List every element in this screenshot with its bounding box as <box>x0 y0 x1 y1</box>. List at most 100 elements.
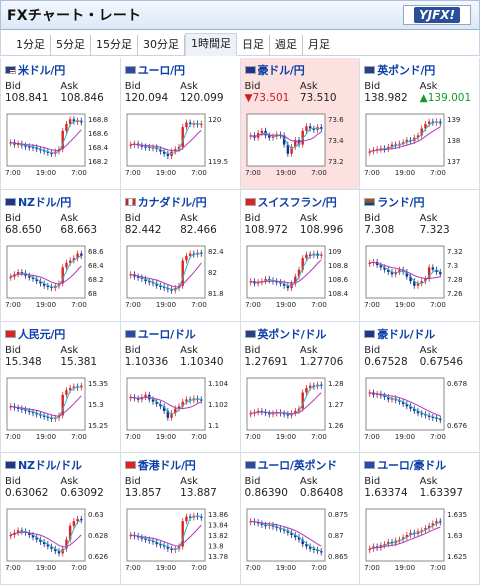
mini-chart[interactable]: 68.6 68.4 68.2 68 7:00 19:00 7:00 <box>5 244 113 310</box>
pair-title[interactable]: NZドル/ドル <box>5 458 116 472</box>
tab-5[interactable]: 日足 <box>237 35 270 56</box>
x-tick-label: 19:00 <box>156 301 176 309</box>
rate-card[interactable]: カナダドル/円 Bid Ask 82.442 82.466 82.4 82 81.8 7:00 1… <box>120 189 241 322</box>
pair-title[interactable]: 香港ドル/円 <box>124 458 236 472</box>
rate-card[interactable]: ユーロ/豪ドル Bid Ask 1.63374 1.63397 1.635 1.63 1.62… <box>360 453 480 585</box>
mini-chart[interactable]: 0.875 0.87 0.865 7:00 19:00 7:00 <box>245 507 353 573</box>
mini-chart[interactable]: 139 138 137 7:00 19:00 7:00 <box>364 112 472 178</box>
candle <box>68 260 72 263</box>
tab-0[interactable]: 1分足 <box>11 35 51 56</box>
candle <box>129 274 132 276</box>
mini-chart[interactable]: 120 119.5 7:00 19:00 7:00 <box>125 112 233 178</box>
mini-chart[interactable]: 0.678 0.676 7:00 19:00 7:00 <box>364 376 472 442</box>
x-tick-label: 7:00 <box>430 433 446 441</box>
mini-chart[interactable]: 1.104 1.102 1.1 7:00 19:00 7:00 <box>125 376 233 442</box>
candle <box>155 542 158 545</box>
mini-chart[interactable]: 73.6 73.4 73.2 7:00 19:00 7:00 <box>245 112 353 178</box>
chart-grid: 米ドル/円 Bid Ask 108.841 108.846 168.8 168.6 168.4… <box>0 58 480 585</box>
candle <box>61 394 64 415</box>
y-tick-label: 0.626 <box>88 553 109 561</box>
ask-label: Ask <box>299 212 318 224</box>
y-tick-label: 68.4 <box>88 262 104 270</box>
mini-chart[interactable]: 1.28 1.27 1.26 7:00 19:00 7:00 <box>245 376 353 442</box>
pair-title[interactable]: スイスフラン/円 <box>244 195 356 209</box>
mini-chart[interactable]: 82.4 82 81.8 7:00 19:00 7:00 <box>125 244 233 310</box>
pair-title[interactable]: 豪ドル/ドル <box>364 327 475 341</box>
x-tick-label: 7:00 <box>5 433 21 441</box>
candle <box>181 401 184 406</box>
pair-name: 米ドル/円 <box>18 64 66 77</box>
rate-card[interactable]: 米ドル/円 Bid Ask 108.841 108.846 168.8 168.6 168.4… <box>1 58 121 190</box>
rate-card[interactable]: 英ポンド/円 Bid Ask 138.982 ▲139.001 139 138 137 7:00… <box>360 58 480 190</box>
candle <box>31 535 35 538</box>
pair-title[interactable]: 英ポンド/円 <box>364 63 475 77</box>
candle <box>24 145 27 147</box>
candle <box>368 262 372 264</box>
tab-2[interactable]: 15分足 <box>91 35 138 56</box>
mini-chart[interactable]: 168.8 168.6 168.4 168.2 7:00 19:00 7:00 <box>5 112 113 178</box>
tab-4[interactable]: 1時間足 <box>185 33 237 56</box>
flag-icon <box>5 66 16 74</box>
x-tick-label: 7:00 <box>311 301 327 309</box>
mini-chart[interactable]: 1.635 1.63 1.625 7:00 19:00 7:00 <box>364 507 472 573</box>
y-tick-label: 1.27 <box>328 401 344 409</box>
pair-title[interactable]: 豪ドル/円 <box>244 63 356 77</box>
ask-value: 82.466 <box>180 223 217 236</box>
rate-card[interactable]: 香港ドル/円 Bid Ask 13.857 13.887 13.86 13.84 13.82 1… <box>120 453 241 585</box>
mini-chart[interactable]: 109 108.8 108.6 108.4 7:00 19:00 7:00 <box>245 244 353 310</box>
short-ma-line <box>10 519 82 552</box>
mini-chart[interactable]: 0.63 0.628 0.626 7:00 19:00 7:00 <box>5 507 113 573</box>
candle <box>405 271 409 277</box>
tab-3[interactable]: 30分足 <box>138 35 185 56</box>
plot-area <box>6 245 86 299</box>
candle <box>420 128 424 136</box>
long-ma-line <box>10 394 82 417</box>
candle <box>304 126 308 131</box>
pair-name: ユーロ/円 <box>137 64 185 77</box>
mini-chart[interactable]: 7.32 7.3 7.28 7.26 7:00 19:00 7:00 <box>364 244 472 310</box>
pair-name: ユーロ/豪ドル <box>377 459 446 473</box>
pair-title[interactable]: 人民元/円 <box>5 327 116 341</box>
candle <box>402 401 405 404</box>
rate-card[interactable]: 英ポンド/ドル Bid Ask 1.27691 1.27706 1.28 1.27 1.26 7… <box>240 321 361 454</box>
pair-title[interactable]: 米ドル/円 <box>5 63 116 77</box>
tab-7[interactable]: 月足 <box>308 38 330 51</box>
mini-chart[interactable]: 13.86 13.84 13.82 13.8 13.78 7:00 19:00 7:00 <box>125 507 233 573</box>
rate-card[interactable]: 人民元/円 Bid Ask 15.348 15.381 15.35 15.3 15.25 7:0… <box>1 321 121 454</box>
y-tick-label: 108.6 <box>328 276 349 284</box>
tab-1[interactable]: 5分足 <box>51 35 91 56</box>
pair-title[interactable]: ユーロ/ドル <box>124 327 236 341</box>
candle <box>155 283 158 286</box>
pair-title[interactable]: 英ポンド/ドル <box>244 327 356 341</box>
tab-6[interactable]: 週足 <box>270 35 303 56</box>
pair-name: スイスフラン/円 <box>257 195 337 209</box>
rate-card[interactable]: NZドル/ドル Bid Ask 0.63062 0.63092 0.63 0.628 0.62… <box>1 453 121 585</box>
candle <box>249 135 252 137</box>
rate-card[interactable]: 豪ドル/ドル Bid Ask 0.67528 0.67546 0.678 0.676 7:00… <box>360 321 480 454</box>
pair-title[interactable]: カナダドル/円 <box>124 195 236 209</box>
pair-title[interactable]: ユーロ/英ポンド <box>244 458 356 472</box>
rate-card[interactable]: スイスフラン/円 Bid Ask 108.972 108.996 109 108.8 108.… <box>240 189 361 322</box>
rate-card[interactable]: ランド/円 Bid Ask 7.308 7.323 7.32 7.3 7.28 7.26 7:00… <box>360 189 480 322</box>
rate-card[interactable]: 豪ドル/円 Bid Ask ▼73.501 73.510 73.6 73.4 73.2 7:00… <box>240 58 361 190</box>
pair-title[interactable]: NZドル/円 <box>5 195 116 209</box>
pair-title[interactable]: ユーロ/円 <box>124 63 236 77</box>
mini-chart[interactable]: 15.35 15.3 15.25 7:00 19:00 7:00 <box>5 376 113 442</box>
pair-title[interactable]: ユーロ/豪ドル <box>364 458 475 472</box>
pair-title[interactable]: ランド/円 <box>364 195 475 209</box>
rate-card[interactable]: NZドル/円 Bid Ask 68.650 68.663 68.6 68.4 68.2 68 7:… <box>1 189 121 322</box>
candle <box>136 397 140 400</box>
bid-ask-values: 0.67528 0.67546 <box>364 356 475 368</box>
ask-value: 0.63092 <box>60 487 104 500</box>
rate-card[interactable]: ユーロ/ドル Bid Ask 1.10336 1.10340 1.104 1.102 1.1 7… <box>120 321 241 454</box>
flag-icon <box>364 197 376 206</box>
bid-value: 7.308 <box>364 223 395 236</box>
candle <box>155 401 158 404</box>
candle <box>184 516 188 522</box>
candle <box>376 393 379 395</box>
rate-card[interactable]: ユーロ/英ポンド Bid Ask 0.86390 0.86408 0.875 0.87 0.8… <box>240 453 361 585</box>
ask-value: ▲139.001 <box>419 92 472 104</box>
rate-card[interactable]: ユーロ/円 Bid Ask 120.094 120.099 120 119.5 7:00 19:… <box>120 58 241 190</box>
brand-logo[interactable]: YJFX! <box>403 5 471 25</box>
